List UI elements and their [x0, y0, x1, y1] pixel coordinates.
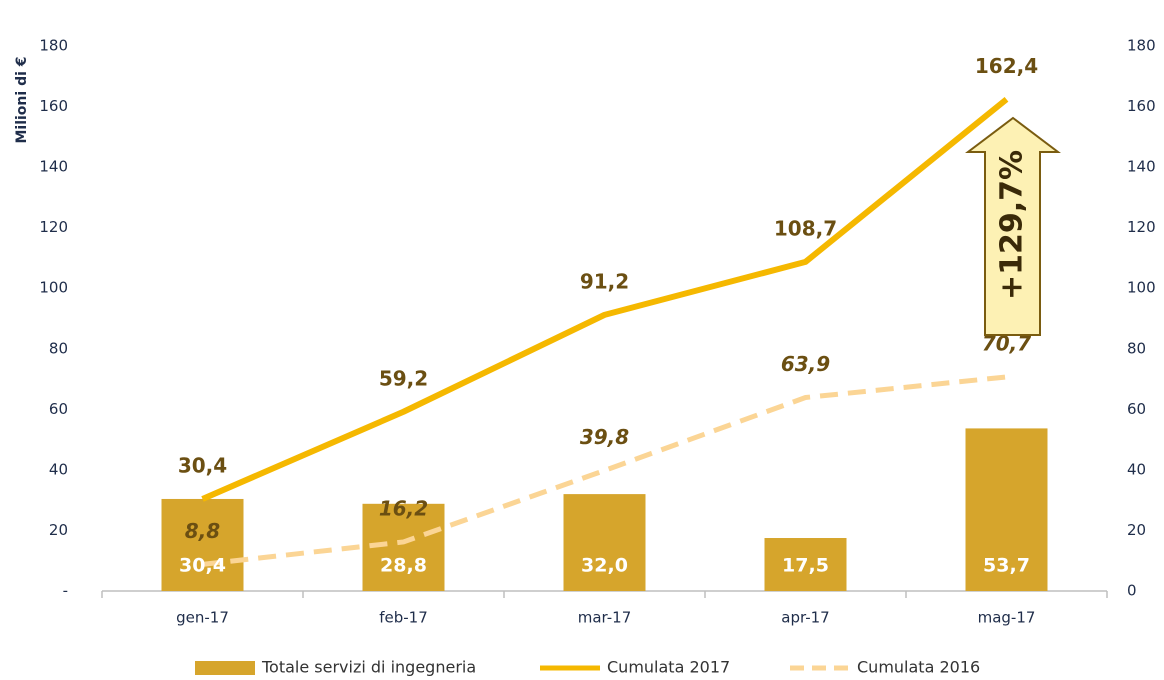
annotation: +129,7%	[995, 150, 1030, 300]
y2-tick-label: 100	[1127, 279, 1156, 297]
x-tick-label: feb-17	[379, 609, 428, 627]
x-tick-label: apr-17	[781, 609, 829, 627]
line-value-label: 30,4	[178, 453, 227, 477]
bar-value-label: 28,8	[380, 555, 427, 577]
x-tick-label: mar-17	[578, 609, 632, 627]
line-value-label: 108,7	[774, 216, 837, 240]
y-tick-label: 40	[49, 460, 68, 478]
bar-value-label: 17,5	[782, 555, 829, 577]
legend-label: Cumulata 2017	[607, 658, 730, 677]
y-tick-label: 20	[49, 521, 68, 539]
y2-tick-label: 40	[1127, 460, 1146, 478]
bar-value-label: 32,0	[581, 555, 628, 577]
y-tick-label: 180	[39, 37, 68, 55]
y2-tick-label: 120	[1127, 218, 1156, 236]
y-tick-label: 140	[39, 158, 68, 176]
arrow-shape	[965, 116, 1061, 336]
line	[201, 96, 1009, 502]
growth-arrow: +129,7%	[965, 116, 1061, 336]
legend-swatch	[195, 661, 255, 675]
y2-tick-label: 80	[1127, 339, 1146, 357]
bar	[965, 428, 1048, 591]
line-value-label: 39,8	[580, 425, 629, 449]
line-value-label: 59,2	[379, 366, 428, 390]
y-tick-label: 120	[39, 218, 68, 236]
y-tick-label: 160	[39, 97, 68, 115]
line-value-label: 162,4	[975, 54, 1038, 78]
legend-label: Totale servizi di ingegneria	[261, 658, 476, 677]
legend-label: Cumulata 2016	[857, 658, 980, 677]
y2-tick-label: 0	[1127, 582, 1137, 600]
bar-value-label: 30,4	[179, 555, 226, 577]
y2-tick-label: 20	[1127, 521, 1146, 539]
bar	[161, 498, 244, 591]
bar-value-label: 53,7	[983, 555, 1030, 577]
bar	[563, 494, 646, 591]
x-tick-label: gen-17	[176, 609, 229, 627]
y2-tick-label: 140	[1127, 158, 1156, 176]
y2-tick-label: 160	[1127, 97, 1156, 115]
y-axis-label: Milioni di €	[14, 56, 30, 143]
x-tick-label: mag-17	[978, 609, 1036, 627]
y-tick-label: 100	[39, 279, 68, 297]
y-tick-label: 80	[49, 339, 68, 357]
y2-tick-label: 60	[1127, 400, 1146, 418]
y2-tick-label: 180	[1127, 37, 1156, 55]
line-value-label: 91,2	[580, 269, 629, 293]
line-value-label: 8,8	[185, 519, 221, 543]
y-tick-label: 60	[49, 400, 68, 418]
bar	[764, 538, 847, 591]
line-value-label: 16,2	[379, 496, 428, 520]
line-value-label: 63,9	[781, 352, 830, 376]
y-tick-label: -	[63, 582, 68, 600]
